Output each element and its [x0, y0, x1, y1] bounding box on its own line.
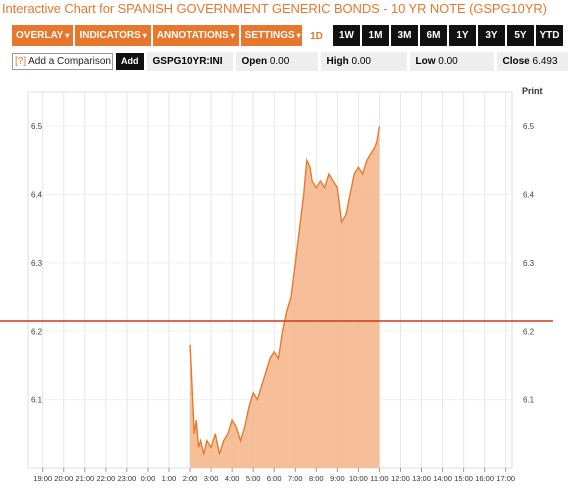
range-button-3m[interactable]: 3M [391, 25, 418, 46]
chevron-down-icon: ▾ [296, 31, 301, 40]
y-tick-label-right: 6.5 [523, 122, 535, 131]
y-tick-label-left: 6.4 [31, 191, 43, 200]
x-tick-label: 3:00 [204, 474, 219, 483]
y-tick-label-right: 6.1 [523, 396, 535, 405]
y-tick-label-right: 6.2 [523, 327, 535, 336]
y-tick-label-left: 6.5 [31, 122, 43, 131]
x-tick-label: 7:00 [288, 474, 303, 483]
chart-title: Interactive Chart for SPANISH GOVERNMENT… [2, 1, 547, 16]
indicators-menu[interactable]: INDICATORS ▾ [75, 25, 151, 46]
chevron-down-icon: ▾ [230, 31, 235, 40]
series-area [190, 126, 380, 468]
x-tick-label: 11:00 [370, 474, 388, 483]
range-button-ytd[interactable]: YTD [536, 25, 563, 46]
x-tick-label: 13:00 [412, 474, 431, 483]
range-button-1d[interactable]: 1D [302, 25, 331, 48]
range-button-1w[interactable]: 1W [333, 25, 360, 46]
x-tick-label: 5:00 [246, 474, 261, 483]
x-tick-label: 4:00 [225, 474, 240, 483]
x-tick-label: 6:00 [267, 474, 282, 483]
chevron-down-icon: ▾ [142, 31, 147, 40]
x-tick-label: 10:00 [349, 474, 368, 483]
y-tick-label-right: 6.4 [523, 191, 535, 200]
x-tick-label: 2:00 [183, 474, 198, 483]
range-button-1y[interactable]: 1Y [449, 25, 476, 46]
print-link[interactable]: Print [522, 86, 543, 96]
help-icon[interactable]: [?] [15, 56, 27, 67]
range-button-1m[interactable]: 1M [362, 25, 389, 46]
overlay-menu[interactable]: OVERLAY ▾ [12, 25, 74, 46]
x-tick-label: 9:00 [330, 474, 345, 483]
x-tick-label: 8:00 [309, 474, 324, 483]
annotations-menu[interactable]: ANNOTATIONS ▾ [152, 25, 239, 46]
x-tick-label: 1:00 [162, 474, 177, 483]
y-tick-label-right: 6.3 [523, 259, 535, 268]
x-tick-label: 19:00 [33, 474, 52, 483]
y-tick-label-left: 6.3 [31, 259, 43, 268]
quote-bar: [?] Add a Comparison Add GSPG10YR:INI Op… [12, 52, 568, 71]
x-tick-label: 22:00 [96, 474, 115, 483]
x-tick-label: 23:00 [118, 474, 137, 483]
menu-toolbar: OVERLAY ▾ INDICATORS ▾ ANNOTATIONS ▾ SETTIN… [12, 25, 307, 46]
series-line [189, 126, 381, 455]
x-tick-label: 0:00 [141, 474, 156, 483]
time-range-selector: 1D 1W 1M 3M 6M 1Y 3Y 5Y YTD [302, 25, 565, 48]
x-tick-label: 17:00 [496, 474, 515, 483]
x-tick-label: 21:00 [75, 474, 94, 483]
y-tick-label-left: 6.1 [31, 396, 43, 405]
x-tick-label: 16:00 [475, 474, 494, 483]
low-value: Low 0.00 [409, 52, 494, 71]
range-button-5y[interactable]: 5Y [507, 25, 534, 46]
y-tick-label-left: 6.2 [31, 327, 43, 336]
chevron-down-icon: ▾ [65, 31, 70, 40]
open-value: Open 0.00 [235, 52, 318, 71]
comparison-input[interactable]: [?] Add a Comparison [12, 53, 113, 70]
high-value: High 0.00 [320, 52, 407, 71]
x-tick-label: 14:00 [433, 474, 452, 483]
add-comparison-button[interactable]: Add [116, 53, 144, 70]
x-tick-label: 12:00 [391, 474, 410, 483]
settings-menu[interactable]: SETTINGS ▾ [240, 25, 305, 46]
range-button-3y[interactable]: 3Y [478, 25, 505, 46]
x-tick-label: 20:00 [54, 474, 73, 483]
x-tick-label: 15:00 [454, 474, 473, 483]
ticker-label: GSPG10YR:INI [146, 52, 233, 71]
range-button-6m[interactable]: 6M [420, 25, 447, 46]
close-value: Close 6.493 [496, 52, 568, 71]
